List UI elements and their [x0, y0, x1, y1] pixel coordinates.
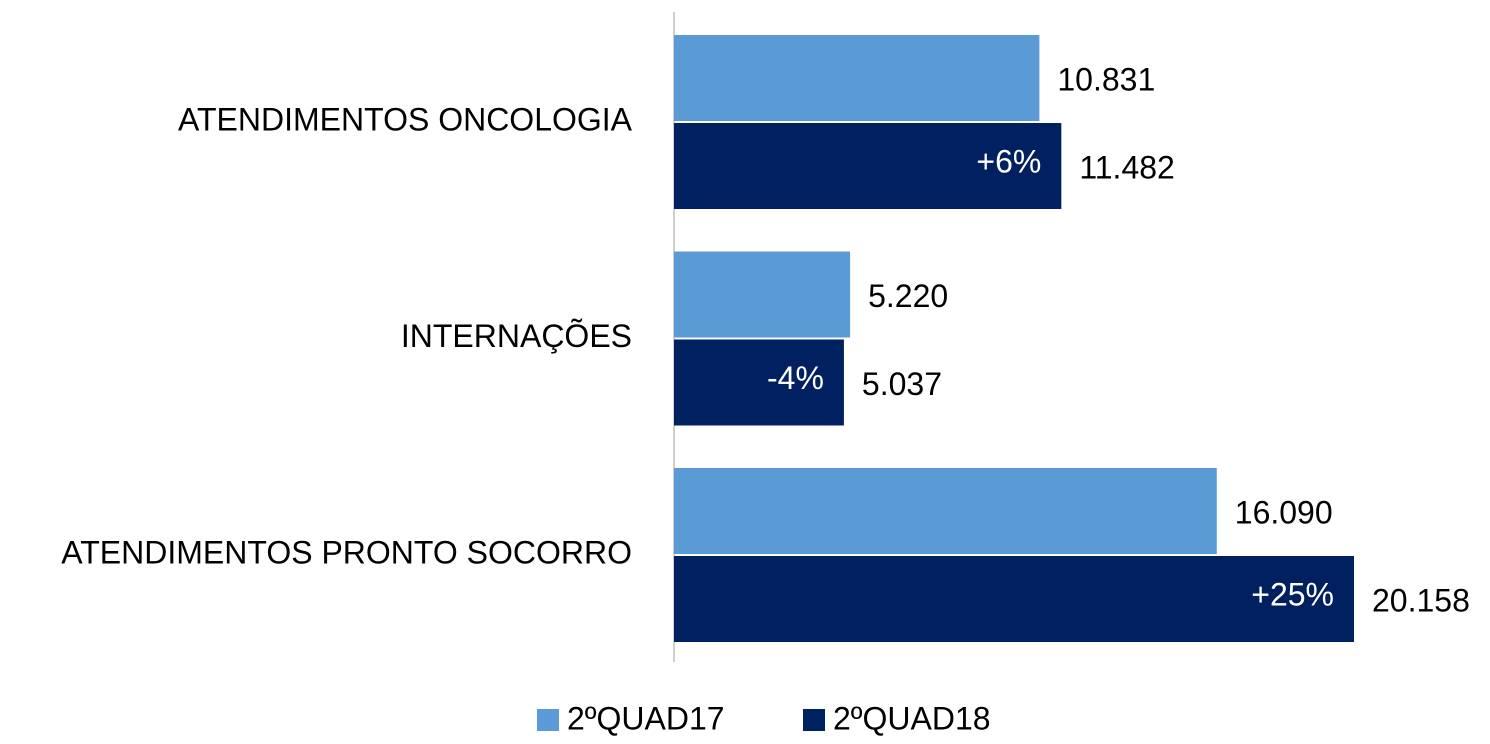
data-label: 5.220 [868, 278, 948, 314]
data-label: 10.831 [1057, 61, 1155, 97]
annotation: +6% [976, 143, 1041, 179]
legend-swatch [803, 709, 825, 731]
bar [674, 339, 844, 426]
legend-label: 2ºQUAD18 [833, 700, 991, 736]
bar [674, 35, 1040, 121]
bar [674, 123, 1062, 209]
annotation: -4% [767, 360, 824, 396]
annotation: +25% [1251, 576, 1334, 612]
bar [674, 468, 1217, 554]
data-label: 16.090 [1235, 494, 1333, 530]
bar [674, 556, 1354, 642]
data-label: 11.482 [1079, 149, 1175, 185]
category-label: INTERNAÇÕES [401, 318, 632, 354]
category-label: ATENDIMENTOS ONCOLOGIA [178, 101, 633, 137]
legend-label: 2ºQUAD17 [567, 700, 725, 736]
bar [674, 251, 851, 338]
category-label: ATENDIMENTOS PRONTO SOCORRO [61, 534, 632, 570]
data-label: 20.158 [1372, 582, 1470, 618]
data-label: 5.037 [862, 366, 942, 402]
legend-swatch [537, 709, 559, 731]
